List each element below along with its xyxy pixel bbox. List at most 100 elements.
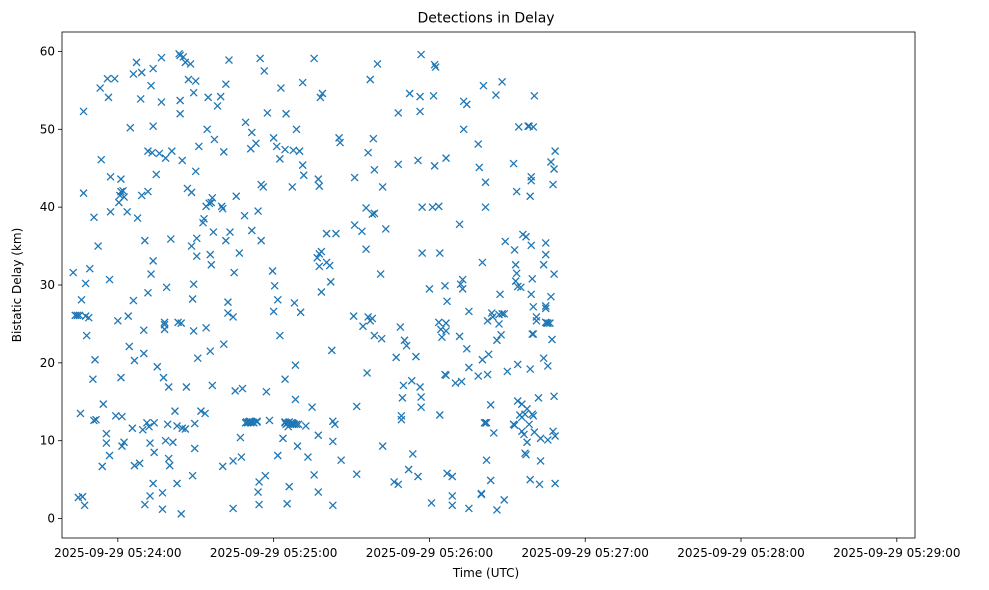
- data-point: [200, 214, 208, 223]
- x-tick-label: 2025-09-29 05:24:00: [54, 546, 181, 560]
- data-point: [455, 220, 464, 229]
- data-point: [337, 456, 346, 465]
- data-point: [294, 420, 303, 429]
- data-point: [442, 371, 451, 380]
- data-point: [483, 316, 492, 325]
- data-point: [396, 323, 405, 331]
- data-point: [176, 96, 185, 105]
- data-point: [184, 75, 193, 84]
- data-point: [310, 470, 319, 479]
- data-point: [223, 309, 232, 317]
- data-point: [408, 449, 417, 458]
- data-point: [536, 456, 545, 465]
- data-point: [430, 161, 439, 170]
- data-point: [292, 125, 301, 134]
- data-point: [448, 492, 457, 500]
- data-point: [140, 500, 149, 509]
- data-point: [514, 123, 523, 131]
- data-point: [237, 453, 246, 461]
- data-point: [182, 383, 191, 391]
- data-point: [143, 288, 152, 297]
- data-point: [541, 239, 550, 247]
- data-point: [477, 490, 486, 499]
- data-point: [77, 295, 86, 304]
- data-point: [541, 304, 550, 313]
- data-point: [478, 258, 487, 267]
- data-point: [315, 262, 324, 271]
- data-point: [488, 312, 497, 321]
- data-point: [402, 341, 411, 350]
- data-point: [313, 253, 322, 262]
- data-point: [362, 245, 371, 254]
- data-point: [192, 252, 201, 261]
- data-point: [188, 471, 197, 480]
- data-point: [186, 59, 195, 68]
- data-point: [328, 437, 337, 446]
- data-point: [437, 333, 446, 342]
- data-point: [519, 430, 528, 439]
- data-point: [500, 309, 509, 318]
- data-point: [177, 509, 186, 518]
- y-tick-label: 50: [40, 122, 55, 136]
- data-point: [213, 101, 222, 110]
- data-point: [397, 415, 406, 424]
- data-point: [97, 155, 106, 164]
- data-point: [194, 142, 203, 151]
- data-point: [221, 80, 230, 89]
- data-point: [135, 459, 144, 468]
- data-point: [314, 488, 323, 497]
- data-point: [528, 330, 537, 339]
- data-point: [91, 355, 99, 364]
- data-point: [123, 207, 132, 216]
- data-point: [126, 123, 135, 132]
- data-point: [143, 147, 152, 156]
- data-point: [358, 322, 367, 331]
- data-point: [168, 438, 177, 447]
- data-point: [299, 171, 308, 180]
- data-point: [429, 91, 438, 100]
- data-point: [257, 236, 266, 245]
- data-point: [206, 250, 215, 259]
- data-point: [256, 54, 265, 63]
- data-point: [381, 224, 390, 233]
- data-point: [190, 419, 199, 428]
- data-point: [85, 264, 94, 273]
- y-axis: 0 10 20 30 40 50 60: [40, 44, 62, 526]
- data-point: [500, 495, 509, 504]
- data-point: [530, 91, 539, 100]
- data-point: [357, 227, 366, 236]
- data-point: [268, 267, 277, 275]
- data-point: [481, 203, 490, 212]
- data-point: [407, 376, 416, 385]
- data-point: [298, 161, 307, 170]
- data-point: [482, 418, 491, 427]
- marker-layer: [69, 49, 560, 518]
- data-point: [147, 270, 156, 279]
- data-point: [259, 182, 268, 191]
- data-point: [350, 221, 359, 230]
- data-point: [443, 297, 452, 306]
- data-point: [373, 59, 382, 68]
- data-point: [192, 234, 201, 243]
- data-point: [137, 191, 146, 200]
- data-point: [551, 147, 560, 156]
- data-point: [458, 275, 467, 284]
- plot-area: [62, 32, 915, 538]
- data-point: [546, 158, 555, 166]
- data-point: [522, 450, 530, 459]
- data-point: [102, 439, 111, 447]
- data-point: [105, 275, 114, 284]
- data-point: [150, 448, 159, 457]
- data-point: [436, 325, 445, 334]
- x-tick-label: 2025-09-29 05:29:00: [833, 546, 960, 560]
- data-point: [275, 331, 284, 340]
- data-point: [149, 122, 158, 131]
- data-point: [314, 175, 323, 184]
- data-point: [497, 330, 506, 339]
- data-point: [501, 237, 510, 246]
- data-point: [394, 480, 403, 489]
- data-point: [153, 362, 162, 371]
- data-point: [363, 369, 372, 377]
- data-point: [291, 395, 300, 404]
- data-point: [255, 477, 264, 486]
